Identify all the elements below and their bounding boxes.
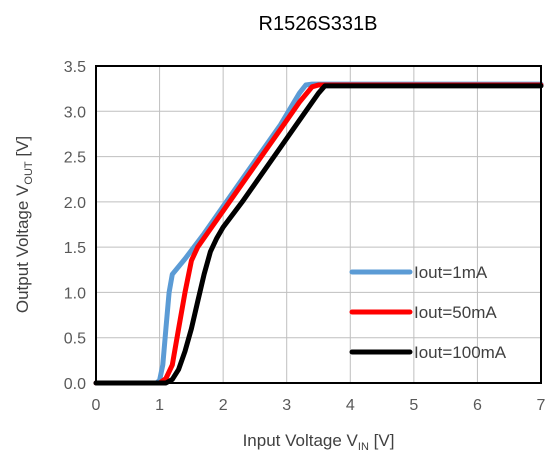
y-tick-label: 0.5 [64,331,86,348]
legend-label-1: Iout=1mA [414,263,488,282]
x-axis-label-unit: [V] [369,431,395,450]
x-axis-label-main: Input Voltage V [243,431,359,450]
x-tick-label: 6 [473,397,482,414]
x-tick-label: 1 [155,397,164,414]
y-tick-label: 3.0 [64,104,86,121]
x-axis-label: Input Voltage VIN [V] [243,431,395,453]
x-tick-labels: 0 1 2 3 4 5 6 7 [92,397,546,414]
x-axis-label-sub: IN [358,441,369,453]
y-tick-label: 2.0 [64,195,86,212]
y-tick-label: 1.5 [64,240,86,257]
grid [95,65,542,384]
chart-title: R1526S331B [259,13,378,35]
legend-label-2: Iout=50mA [414,303,497,322]
x-tick-label: 2 [219,397,228,414]
x-tick-label: 3 [282,397,291,414]
y-axis-label-unit: [V] [13,136,32,162]
legend: Iout=1mA Iout=50mA Iout=100mA [349,263,507,362]
y-tick-label: 2.5 [64,150,86,167]
x-tick-label: 7 [537,397,546,414]
y-tick-label: 3.5 [64,59,86,76]
x-tick-label: 5 [409,397,418,414]
y-axis-label-sub: OUT [23,161,35,185]
y-tick-label: 0.0 [64,376,86,393]
series-line-3 [93,83,544,386]
legend-label-3: Iout=100mA [414,343,507,362]
series-line-1 [93,81,544,386]
y-axis-label: Output Voltage VOUT [V] [13,136,35,313]
y-tick-labels: 0.0 0.5 1.0 1.5 2.0 2.5 3.0 3.5 [64,59,86,393]
series-lines [93,81,544,386]
plot-frame [95,65,542,384]
y-axis-label-main: Output Voltage V [13,184,32,313]
x-tick-label: 4 [346,397,355,414]
y-tick-label: 1.0 [64,285,86,302]
x-tick-label: 0 [92,397,101,414]
series-line-2 [93,82,544,386]
